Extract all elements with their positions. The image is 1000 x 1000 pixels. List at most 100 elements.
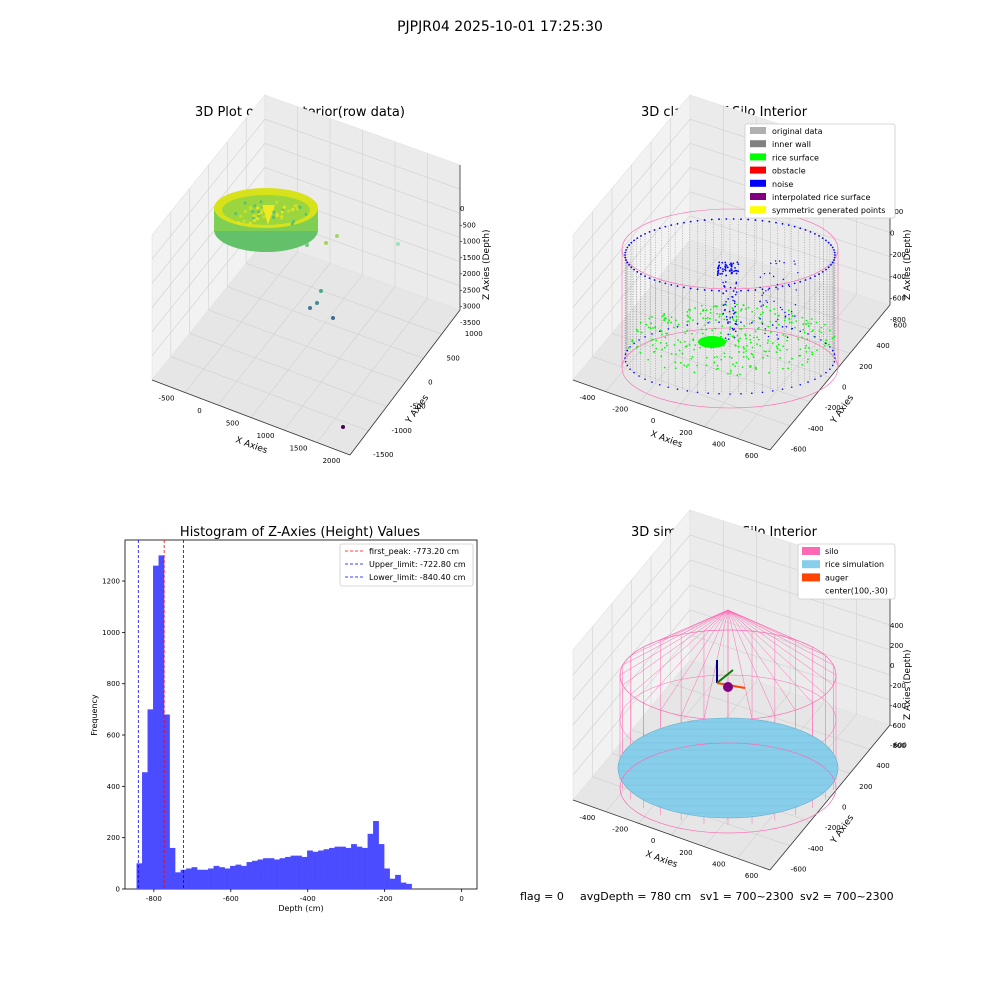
histogram-bar xyxy=(285,856,291,889)
legend-label: rice simulation xyxy=(825,560,884,569)
surface-point xyxy=(298,205,302,209)
rice-surface-point xyxy=(645,323,648,326)
histogram-bar xyxy=(301,856,308,889)
rice-surface-point xyxy=(767,325,770,328)
noise-point xyxy=(761,391,764,394)
grid-line xyxy=(572,559,891,701)
rice-surface-point xyxy=(768,350,771,353)
noise-point xyxy=(726,318,728,321)
histogram-bar xyxy=(208,868,214,889)
rice-surface-point xyxy=(674,361,677,364)
legend-label: first_peak: -773.20 cm xyxy=(369,547,459,556)
rice-surface-point xyxy=(663,366,666,369)
rice-surface-point xyxy=(802,323,805,325)
noise-point xyxy=(797,272,799,274)
rice-surface-point xyxy=(748,322,751,325)
rice-surface-point xyxy=(700,328,703,331)
noise-point xyxy=(727,322,729,325)
noise-point xyxy=(724,265,726,268)
rice-surface-point xyxy=(756,343,758,346)
histogram-bar xyxy=(246,862,253,889)
legend-swatch xyxy=(802,573,820,582)
rice-surface-point xyxy=(739,373,741,376)
histogram-bars xyxy=(136,555,412,889)
noise-point xyxy=(723,309,726,311)
histogram-bar xyxy=(197,869,203,889)
rice-surface-point xyxy=(704,324,707,327)
legend-label: center(100,-30) xyxy=(825,587,888,596)
rice-surface-point xyxy=(639,351,642,354)
rice-surface-point xyxy=(737,345,740,348)
x-axis-line xyxy=(572,799,771,871)
rice-surface-point xyxy=(756,307,758,310)
histogram-bar xyxy=(230,865,236,889)
rice-surface-point xyxy=(694,344,697,346)
rice-surface-point xyxy=(752,356,755,359)
noise-point xyxy=(722,304,725,306)
rice-surface-point xyxy=(811,351,813,354)
noise-point xyxy=(833,360,836,363)
noise-point xyxy=(725,218,728,220)
noise-point xyxy=(722,312,725,315)
noise-point xyxy=(781,222,784,225)
noise-point xyxy=(767,335,770,338)
panel1-x-tick-label: 500 xyxy=(226,419,239,427)
panel1-z-tick-label: -2500 xyxy=(460,286,480,294)
noise-point xyxy=(686,390,689,392)
rice-surface-point xyxy=(757,326,760,329)
surface-point xyxy=(242,219,246,223)
rice-surface-point xyxy=(825,339,827,342)
noise-point xyxy=(776,334,778,336)
noise-point xyxy=(725,264,728,267)
rice-surface-point xyxy=(768,371,771,374)
y-tick-label: 600 xyxy=(107,732,120,740)
rice-surface-point xyxy=(660,330,663,333)
rice-surface-point xyxy=(705,356,708,359)
rice-surface-point xyxy=(790,312,793,315)
panel-histogram: Histogram of Z-Axies (Height) Values -80… xyxy=(90,525,478,913)
rice-surface-point xyxy=(779,349,781,352)
panel-classify-3d: 3D classify of Silo Interior -400-200020… xyxy=(572,94,913,460)
rice-surface-point xyxy=(820,331,823,334)
rice-surface-point xyxy=(805,319,808,322)
panel1-ticks: -500 0 500 1000 1500 2000 -1500 -1000 -500 0 500 10… xyxy=(159,205,483,465)
panel2-y-tick-label: 600 xyxy=(893,321,906,329)
noise-point xyxy=(785,325,787,328)
silo-roof-wire xyxy=(630,609,729,656)
noise-point xyxy=(751,392,753,395)
legend-label: interpolated rice surface xyxy=(772,193,870,202)
rice-surface-point xyxy=(670,352,673,355)
noise-point xyxy=(718,261,721,264)
rice-surface-point xyxy=(788,318,791,321)
panel1-x-tick-label: 2000 xyxy=(323,457,341,465)
noise-point xyxy=(727,333,730,336)
rice-surface-cluster xyxy=(698,336,726,348)
rice-surface-point xyxy=(730,356,733,359)
rice-surface-point xyxy=(659,341,662,344)
noise-point xyxy=(624,360,627,363)
rice-surface-point xyxy=(788,360,791,363)
noise-point xyxy=(727,321,729,323)
noise-point xyxy=(784,311,786,314)
rice-surface-point xyxy=(765,305,768,308)
noise-point xyxy=(831,246,834,249)
noise-point xyxy=(751,321,753,324)
noise-point xyxy=(820,375,822,377)
rice-surface-point xyxy=(679,361,682,364)
noise-point xyxy=(771,390,774,392)
surface-point xyxy=(252,218,257,223)
noise-point xyxy=(814,378,816,380)
rice-surface-point xyxy=(690,357,693,360)
panel2-x-tick-label: 600 xyxy=(745,452,758,460)
rice-surface-point xyxy=(686,310,689,313)
noise-point xyxy=(651,381,653,383)
rice-surface-point xyxy=(665,342,668,345)
rice-surface-point xyxy=(769,331,772,334)
surface-point xyxy=(256,206,260,210)
legend-swatch xyxy=(802,560,820,569)
rice-surface-point xyxy=(736,374,739,377)
rice-surface-point xyxy=(705,364,708,367)
noise-point xyxy=(729,263,731,266)
noise-point xyxy=(821,237,824,239)
histogram-bar xyxy=(263,858,269,889)
